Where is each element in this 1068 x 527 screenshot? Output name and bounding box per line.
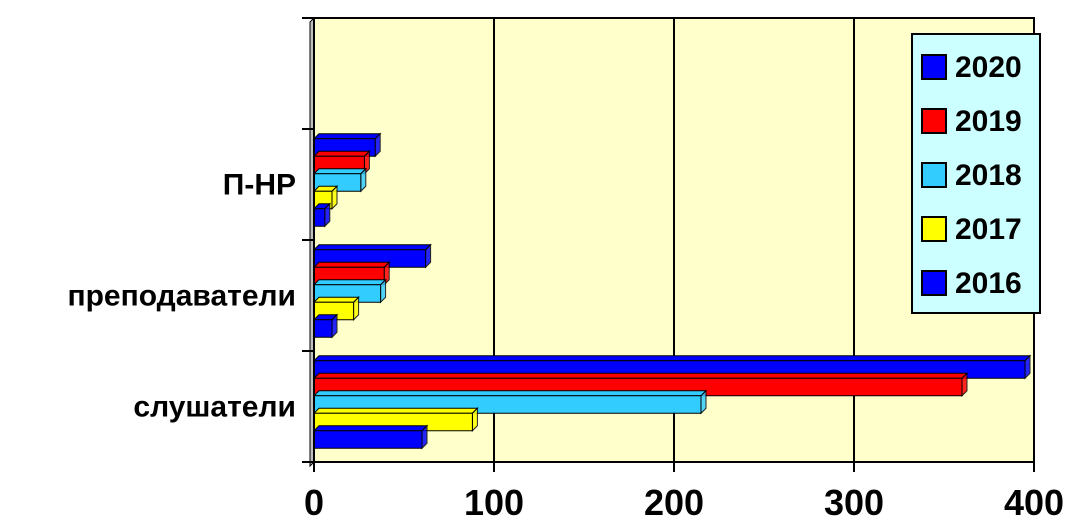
legend-label-2017: 2017 xyxy=(955,213,1022,246)
legend-swatch-2020 xyxy=(921,54,947,80)
legend-swatch-2019 xyxy=(921,108,947,134)
legend-swatch-2017 xyxy=(921,216,947,242)
legend-box xyxy=(911,33,1041,314)
category-label-2: слушатели xyxy=(133,391,296,424)
legend-swatch-2016 xyxy=(921,270,947,296)
legend-label-2018: 2018 xyxy=(955,159,1022,192)
bar-2016-1 xyxy=(312,313,339,339)
legend-label-2016: 2016 xyxy=(955,267,1022,300)
x-tick-label-2: 200 xyxy=(644,482,704,523)
legend-label-2019: 2019 xyxy=(955,105,1022,138)
x-tick-label-1: 100 xyxy=(464,482,524,523)
bar-2016-0 xyxy=(312,202,332,228)
x-tick-label-0: 0 xyxy=(304,482,324,523)
category-label-1: преподаватели xyxy=(67,280,296,313)
legend-swatch-2018 xyxy=(921,162,947,188)
category-label-0: П-НР xyxy=(223,169,296,202)
legend-label-2020: 2020 xyxy=(955,51,1022,84)
x-tick-label-4: 400 xyxy=(1004,482,1064,523)
bar-2016-2 xyxy=(312,424,429,450)
x-tick-label-3: 300 xyxy=(824,482,884,523)
legend: 2020 2019 2018 2017 2016 xyxy=(911,33,1041,314)
